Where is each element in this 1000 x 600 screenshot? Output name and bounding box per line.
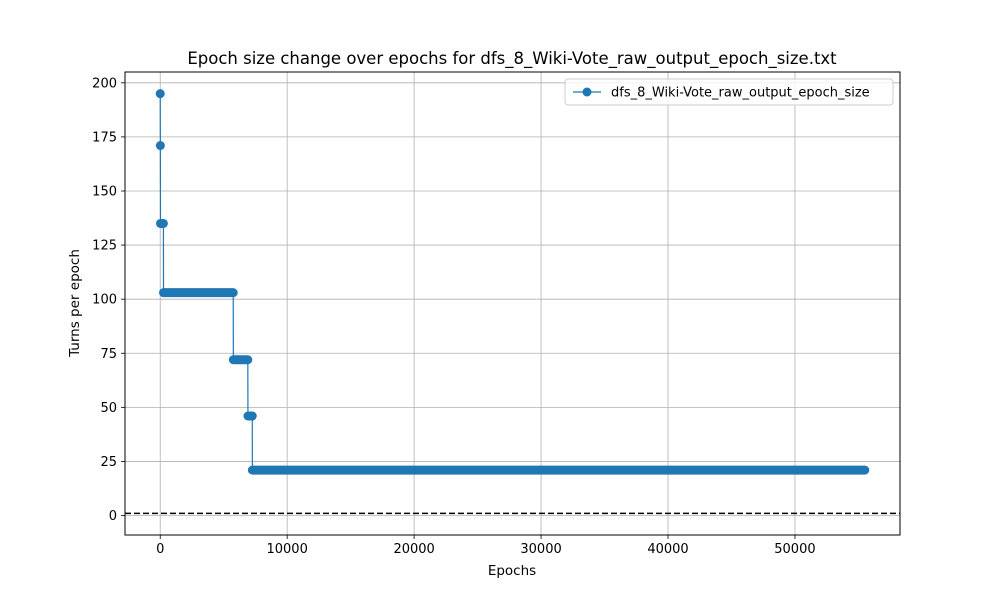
data-point	[155, 89, 165, 99]
legend-box	[564, 78, 894, 106]
data-point-run	[243, 411, 257, 421]
data-point-run	[155, 218, 168, 228]
y-axis-label: Turns per epoch	[67, 249, 83, 358]
x-tick-label: 10000	[266, 542, 307, 557]
x-tick-label: 40000	[647, 542, 688, 557]
x-tick-label: 30000	[520, 542, 561, 557]
y-tick-label: 175	[92, 130, 117, 145]
legend-marker	[582, 87, 592, 97]
legend: dfs_8_Wiki-Vote_raw_output_epoch_size	[564, 78, 894, 106]
data-point-run	[247, 465, 870, 475]
y-tick-label: 200	[92, 76, 117, 91]
axis-ticks: 0 10000 20000 30000 40000 50000 0 25 50 75 100 125 1…	[92, 76, 815, 557]
axes-frame	[124, 71, 901, 536]
plot-area	[125, 89, 900, 515]
series-line	[159, 93, 865, 471]
x-tick-label: 50000	[774, 542, 815, 557]
chart-title: Epoch size change over epochs for dfs_8_…	[187, 49, 837, 69]
x-tick-label: 20000	[393, 542, 434, 557]
data-point-run	[159, 288, 238, 298]
legend-label: dfs_8_Wiki-Vote_raw_output_epoch_size	[611, 86, 870, 101]
y-tick-label: 125	[92, 239, 117, 254]
y-tick-label: 100	[92, 293, 117, 308]
data-point	[155, 141, 165, 151]
y-tick-label: 0	[109, 509, 117, 524]
grid	[125, 72, 900, 535]
y-tick-label: 150	[92, 184, 117, 199]
data-point-run	[228, 355, 253, 365]
y-tick-label: 50	[100, 401, 117, 416]
y-tick-label: 25	[100, 455, 117, 470]
y-tick-label: 75	[100, 347, 117, 362]
x-axis-label: Epochs	[488, 563, 536, 579]
x-tick-label: 0	[156, 542, 164, 557]
